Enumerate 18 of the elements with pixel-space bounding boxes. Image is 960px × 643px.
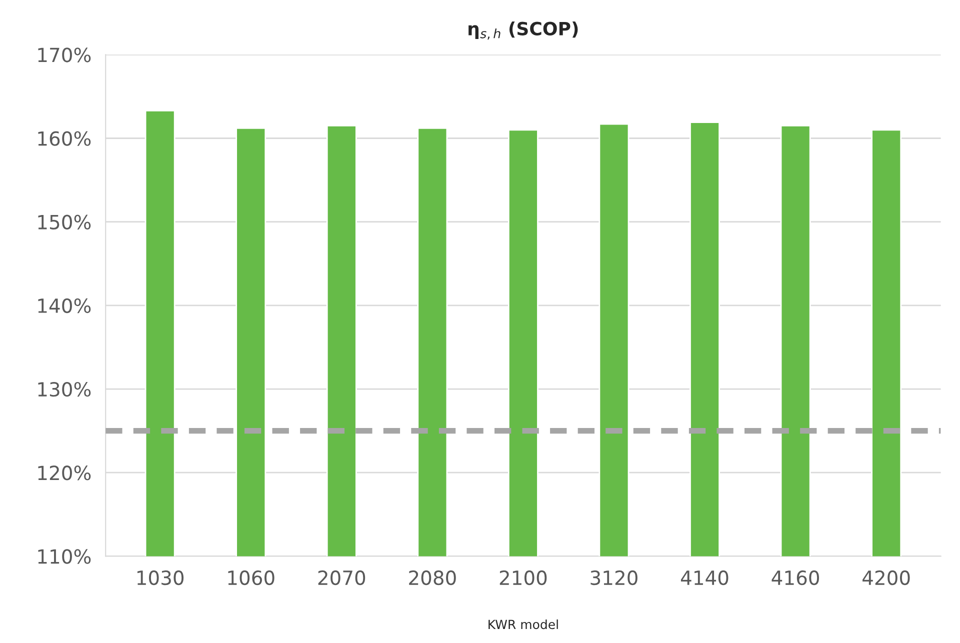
x-tick-label: 4200 (862, 570, 910, 586)
x-axis-title: KWR model (488, 619, 558, 630)
x-tick-label: 3120 (590, 570, 638, 586)
y-tick-label: 170% (38, 48, 91, 62)
y-tick-label: 140% (38, 298, 91, 314)
x-tick-label: 1060 (228, 570, 274, 586)
x-tick-label: 2100 (500, 570, 547, 586)
y-tick-label: 130% (38, 382, 91, 397)
y-tick-label: 150% (38, 214, 91, 230)
x-tick-label: 1030 (137, 570, 184, 586)
y-tick-label: 110% (38, 549, 91, 564)
chart-title: η$_{s,h}$ (SCOP) (468, 21, 578, 40)
y-tick-label: 120% (38, 466, 91, 480)
x-tick-label: 4160 (772, 570, 819, 586)
x-tick-label: 4140 (680, 570, 728, 586)
y-tick-label: 160% (38, 131, 91, 146)
x-tick-label: 2080 (409, 570, 456, 586)
x-tick-label: 2070 (318, 570, 366, 586)
